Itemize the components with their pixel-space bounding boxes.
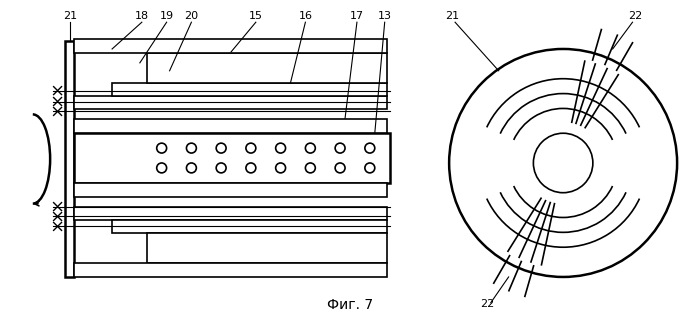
Text: 15: 15	[248, 11, 262, 21]
Bar	[147, 233, 386, 263]
Bar	[74, 263, 386, 277]
Bar	[147, 53, 386, 83]
Bar	[74, 96, 386, 109]
Text: Фиг. 7: Фиг. 7	[327, 298, 373, 312]
Text: 22: 22	[629, 11, 643, 21]
Text: 20: 20	[184, 11, 199, 21]
Bar	[74, 39, 386, 53]
Bar	[74, 207, 386, 220]
Text: 17: 17	[350, 11, 364, 21]
Bar	[64, 41, 74, 277]
Text: 21: 21	[64, 11, 78, 21]
Bar	[112, 83, 386, 96]
Text: 13: 13	[378, 11, 392, 21]
Bar	[74, 119, 386, 133]
Bar	[112, 220, 386, 233]
Text: 16: 16	[298, 11, 312, 21]
Text: 18: 18	[135, 11, 149, 21]
Text: 21: 21	[445, 11, 459, 21]
Bar	[74, 183, 386, 197]
Text: 19: 19	[160, 11, 174, 21]
Text: 22: 22	[480, 299, 494, 309]
Bar	[74, 133, 390, 183]
